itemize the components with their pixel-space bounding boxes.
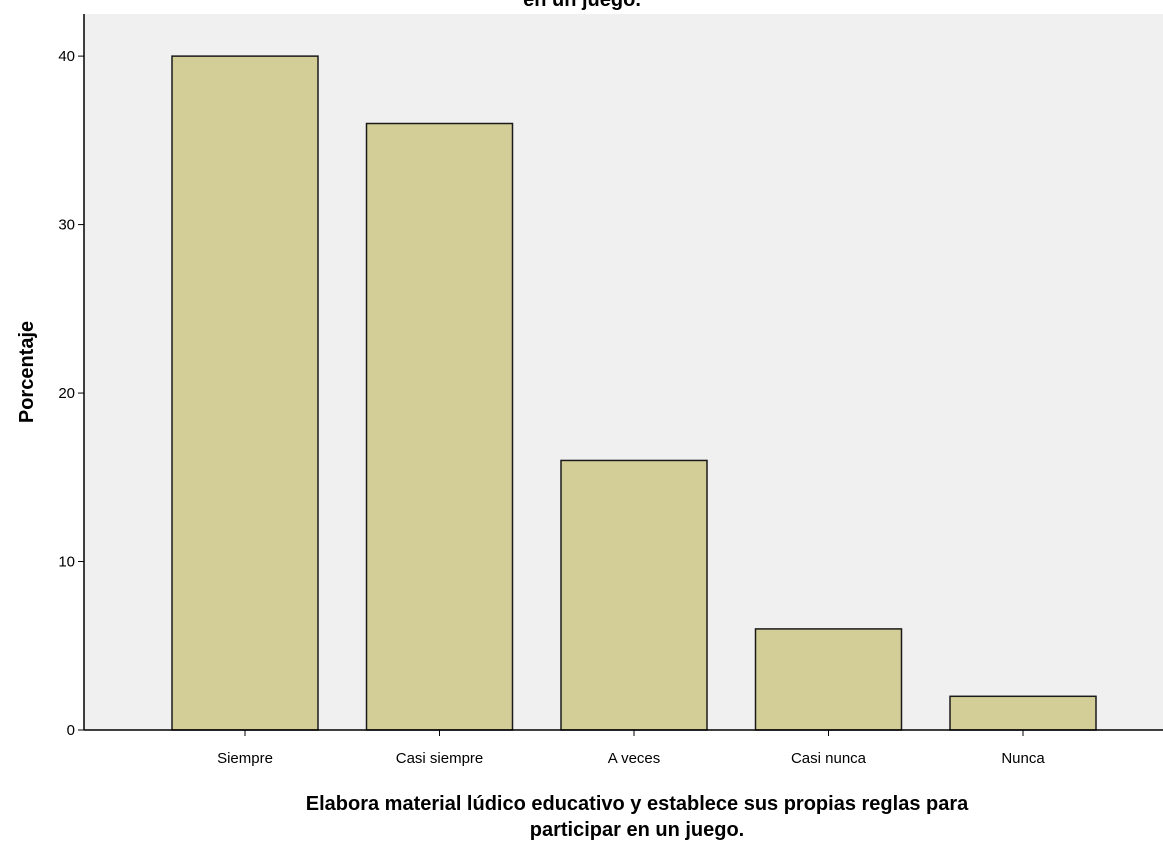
bar-siempre — [171, 55, 319, 731]
y-tick-label: 10 — [58, 554, 75, 571]
y-tick-label: 40 — [58, 48, 75, 65]
chart-title: en un juego. — [523, 0, 641, 11]
bar-casi-siempre — [365, 122, 514, 731]
x-axis-tick-labels: Siempre Casi siempre A veces Casi nunca Nunc… — [217, 730, 1045, 767]
x-axis-title-line-2: participar en un juego. — [530, 819, 744, 841]
bar-nunca — [949, 695, 1097, 731]
x-axis-title-line-1: Elabora material lúdico educativo y esta… — [306, 793, 969, 815]
x-tick-label: Casi siempre — [396, 750, 484, 767]
y-axis-title: Porcentaje — [16, 321, 38, 423]
x-tick-label: A veces — [608, 750, 661, 767]
y-tick-label: 20 — [58, 385, 75, 402]
y-tick-label: 0 — [67, 722, 75, 739]
bars — [171, 55, 1097, 731]
x-tick-label: Nunca — [1001, 750, 1045, 767]
bar-casi-nunca — [754, 628, 903, 731]
bar-a-veces — [560, 459, 708, 731]
y-axis-ticks: 0 10 20 30 40 — [58, 48, 84, 739]
y-tick-label: 30 — [58, 217, 75, 234]
x-tick-label: Casi nunca — [791, 750, 867, 767]
x-tick-label: Siempre — [217, 750, 273, 767]
